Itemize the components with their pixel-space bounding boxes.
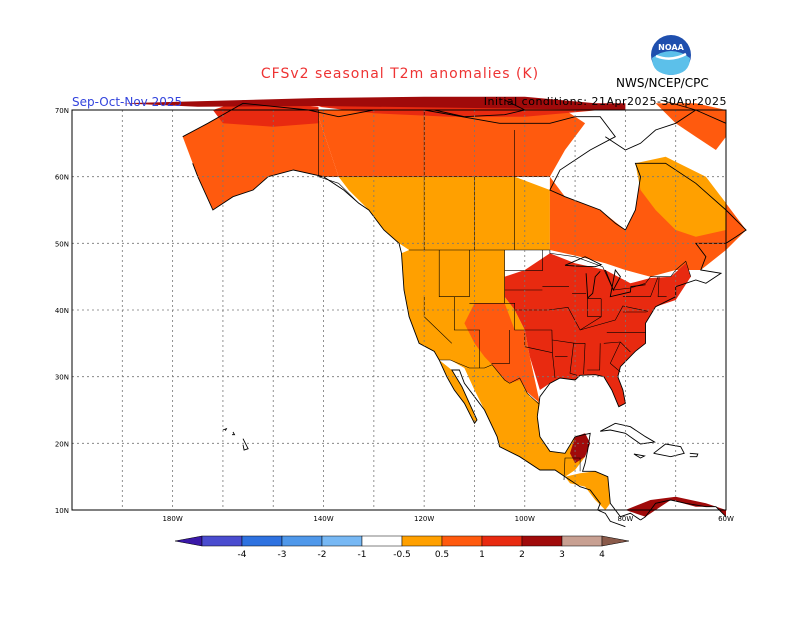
- border-states-9: [491, 330, 511, 364]
- colorbar-segment-10: [561, 535, 603, 547]
- anomaly-region-central-america: [565, 471, 611, 510]
- border-states-24: [622, 276, 659, 298]
- anomaly-region-greenland-coast: [655, 103, 726, 150]
- lon-label-180W: 180W: [162, 515, 182, 523]
- border-states-20: [609, 341, 621, 373]
- colorbar-label: 4: [599, 550, 605, 560]
- border-states-21: [580, 305, 649, 331]
- initial-conditions: Initial conditions: 21Apr2025-30Apr2025: [483, 95, 727, 108]
- anomaly-region-west-canada: [338, 176, 550, 250]
- border-mexico-guatemala: [563, 457, 581, 481]
- border-us-mexico: [439, 359, 540, 405]
- anomaly-region-south-america: [625, 496, 726, 517]
- border-states-11: [551, 329, 556, 379]
- coast-hawaii-1: [222, 427, 228, 431]
- anomaly-region-alaska: [182, 103, 339, 210]
- lon-label-100W: 100W: [515, 515, 535, 523]
- colorbar-segment-6: [401, 535, 443, 547]
- colorbar-min-arrow: [174, 535, 203, 547]
- colorbar-segment-4: [321, 535, 363, 547]
- lon-label-140W: 140W: [313, 515, 333, 523]
- border-states-18: [587, 343, 601, 371]
- anomaly-field: [122, 96, 747, 517]
- colorbar-label: -2: [318, 550, 327, 560]
- lat-label-70N: 70N: [55, 107, 69, 115]
- border-states-27: [657, 276, 667, 298]
- colorbar-label: -0.5: [393, 550, 411, 560]
- coast-great-lakes-michigan: [585, 270, 601, 299]
- colorbar-segment-2: [241, 535, 283, 547]
- anomaly-region-central-us: [464, 303, 540, 404]
- lat-label-20N: 20N: [55, 440, 69, 448]
- coast-victoria-island: [434, 99, 527, 118]
- colorbar-label: 1: [479, 550, 485, 560]
- figure-title: CFSv2 seasonal T2m anomalies (K): [260, 66, 540, 82]
- coastline-layer: [182, 99, 747, 528]
- lon-label-60W: 60W: [718, 515, 734, 523]
- coast-jamaica: [633, 453, 646, 459]
- colorbar-max-arrow: [601, 535, 630, 547]
- colorbar-label: -1: [358, 550, 367, 560]
- map-frame: [71, 109, 727, 511]
- coast-hawaii-2: [232, 431, 236, 436]
- colorbar-label: 2: [519, 550, 525, 560]
- border-alaska-canada: [318, 110, 369, 211]
- coast-hawaii-3: [242, 438, 249, 451]
- coast-hispaniola: [653, 443, 685, 458]
- forecast-period: Sep-Oct-Nov 2025: [72, 95, 183, 109]
- colorbar-label: 3: [559, 550, 565, 560]
- border-states-12: [548, 306, 602, 331]
- colorbar: -4 -3 -2 -1 -0.5 0.5 1 2 3 4: [174, 535, 630, 560]
- svg-text:NOAA: NOAA: [658, 43, 684, 52]
- coast-north-america-west: [182, 102, 747, 521]
- lon-label-80W: 80W: [617, 515, 633, 523]
- coast-hudson-islands: [605, 109, 697, 151]
- lat-label-10N: 10N: [55, 507, 69, 515]
- coast-great-lakes-superior: [564, 256, 603, 268]
- border-states-4: [504, 250, 552, 331]
- colorbar-segment-3: [281, 535, 323, 547]
- colorbar-label: -4: [238, 550, 247, 560]
- anomaly-region-alaska-north: [212, 100, 319, 127]
- anomaly-region-eastern-us: [504, 253, 691, 407]
- colorbar-segment-9: [521, 535, 563, 547]
- colorbar-segment-8: [481, 535, 523, 547]
- coast-south-america: [640, 499, 727, 521]
- graticule: [72, 110, 726, 510]
- border-states-14: [552, 339, 576, 344]
- border-states-16: [569, 342, 586, 376]
- anomaly-region-canada-north: [318, 106, 586, 177]
- border-states-3: [453, 296, 480, 368]
- colorbar-segment-5: [361, 535, 403, 547]
- colorbar-label: -3: [278, 550, 287, 560]
- longitude-labels: 180W 140W 120W 100W 80W 60W: [162, 515, 734, 523]
- agency-label: NWS/NCEP/CPC: [616, 76, 709, 90]
- colorbar-segment-1: [201, 535, 243, 547]
- anomaly-region-mexico: [450, 360, 586, 477]
- border-states-22: [587, 298, 602, 318]
- border-states-6: [504, 250, 543, 272]
- anomaly-region-arctic-core: [122, 96, 626, 110]
- colorbar-segment-7: [441, 535, 483, 547]
- coast-cuba: [599, 422, 656, 445]
- lat-label-50N: 50N: [55, 240, 69, 248]
- border-states-17: [583, 343, 586, 375]
- lat-label-40N: 40N: [55, 307, 69, 315]
- coast-puerto-rico: [689, 452, 699, 458]
- lon-label-120W: 120W: [414, 515, 434, 523]
- coast-pacific: [192, 163, 626, 528]
- lat-label-30N: 30N: [55, 374, 69, 382]
- noaa-logo: NOAA: [651, 35, 691, 75]
- anomaly-region-baja: [439, 360, 477, 424]
- latitude-labels: 10N 20N 30N 40N 50N 60N 70N: [55, 107, 69, 515]
- colorbar-label: 0.5: [435, 550, 449, 560]
- lat-label-60N: 60N: [55, 174, 69, 182]
